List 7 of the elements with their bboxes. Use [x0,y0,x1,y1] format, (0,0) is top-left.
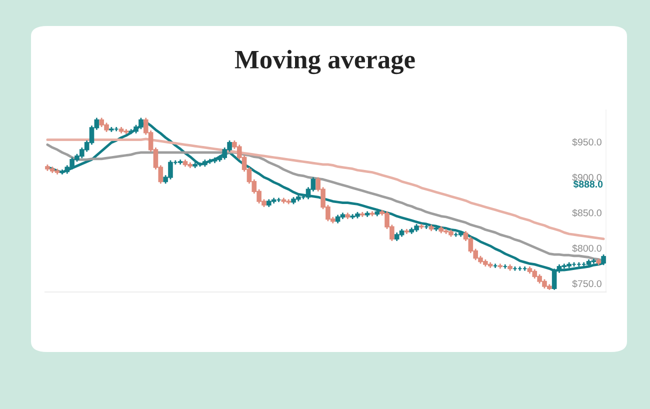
y-tick-label: $950.0 [572,138,602,146]
annotation: $888.0 [573,180,603,188]
chart-title: Moving average [234,50,415,74]
y-tick-label: $750.0 [572,280,602,288]
y-tick-label: $800.0 [572,244,602,252]
y-tick-label: $900.0 [572,174,602,182]
y-tick-label: $850.0 [572,209,602,217]
